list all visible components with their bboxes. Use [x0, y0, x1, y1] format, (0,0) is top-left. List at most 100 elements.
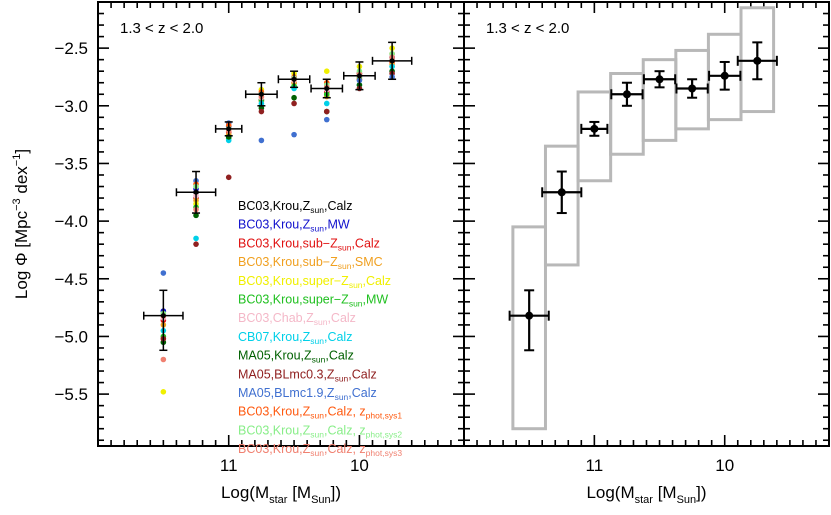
systematic-box [543, 144, 580, 267]
series-point [323, 116, 330, 123]
right-point [720, 71, 729, 80]
right-x-tick-label: 11 [586, 456, 604, 475]
right-x-axis-label-sub2: Sun [677, 494, 697, 506]
legend-entry-text: BC03,Krou,Z [238, 405, 311, 419]
legend-entry-subscript: phot,sys1 [366, 411, 403, 421]
systematic-boxes [511, 6, 776, 431]
left-point [226, 126, 232, 132]
legend-entry-text: ,Calz [348, 386, 376, 400]
legend-entry-text: BC03,Krou,super−Z [238, 274, 349, 288]
left-x-axis-label-mid: [M [287, 483, 311, 502]
legend-entry-text: z [359, 442, 365, 456]
systematic-box [511, 225, 547, 431]
legend-entry-subscript: sun [338, 261, 352, 271]
legend-entry-subscript: sun [310, 429, 324, 439]
series-point [291, 94, 297, 101]
right-y-ticks [464, 12, 829, 442]
legend-entry-text: ,MW [363, 293, 389, 307]
series-point [258, 137, 265, 144]
left-x-ticks: 11 10 [97, 2, 452, 475]
legend-entry-text: ,Calz [324, 330, 352, 344]
legend-entry: BC03,Krou,Zsun,Calz, zphot,sys2 [238, 423, 402, 439]
legend-entry: BC03,Krou,super−Zsun,MW [238, 293, 388, 309]
right-point [753, 56, 762, 65]
legend-entry-text: BC03,Krou,Z [238, 199, 311, 213]
legend-entry-text: ,Calz, [324, 423, 359, 437]
legend-entry-text: BC03,Chab,Z [238, 311, 314, 325]
legend-entry: MA05,BLmc1.9,Zsun,Calz [238, 386, 377, 402]
right-point [590, 124, 599, 133]
left-x-axis-label-end: ]) [331, 483, 341, 502]
legend-entry-text: ,Calz [327, 311, 355, 325]
legend-entry-subscript: sun [310, 224, 324, 234]
legend-entry-text: BC03,Krou,sub−Z [238, 255, 338, 269]
right-point [655, 75, 664, 84]
legend-entry: BC03,Krou,Zsun,Calz, zphot,sys3 [238, 442, 402, 458]
series-point [193, 212, 199, 219]
y-axis-label-sup2: −1 [11, 154, 23, 167]
series-point [291, 100, 297, 107]
y-tick-label: −4.0 [54, 212, 88, 231]
legend-entry-subscript: sun [314, 317, 328, 327]
left-point [356, 73, 362, 79]
right-measurements [508, 41, 778, 352]
right-panel: 1.3 < z < 2.0 11 10 Log(Mstar [MSun]) [463, 1, 830, 506]
legend-entry-subscript: sun [349, 299, 363, 309]
legend-entry-text: ,Calz [351, 236, 379, 250]
legend-entry-text: ,Calz [363, 274, 391, 288]
legend-entry-text: BC03,Krou,Z [238, 423, 311, 437]
y-tick-label: −5.0 [54, 327, 88, 346]
legend-entry-subscript: phot,sys3 [366, 448, 403, 458]
y-axis-label-end: ] [12, 149, 31, 154]
legend-entry-subscript: sun [310, 448, 324, 458]
y-tick-label: −3.5 [54, 154, 88, 173]
legend-entry: BC03,Chab,Zsun,Calz [238, 311, 356, 327]
legend-entry-subscript: sun [310, 205, 324, 215]
right-x-tick-label: 10 [715, 456, 734, 475]
series-point [323, 100, 330, 107]
legend-entry: BC03,Krou,Zsun,MW [238, 218, 350, 234]
legend-entry-text: ,SMC [351, 255, 382, 269]
y-tick-label: −4.5 [54, 270, 88, 289]
left-point [258, 91, 264, 97]
legend-entry-subscript: sun [310, 336, 324, 346]
series-point [160, 388, 167, 395]
systematic-box [739, 6, 776, 114]
series-point [160, 270, 167, 276]
right-x-axis-label-mid: [M [653, 483, 677, 502]
right-x-axis-label-end: ]) [696, 483, 706, 502]
y-axis-label-sup1: −3 [11, 198, 23, 211]
legend-entry: BC03,Krou,sub−Zsun,SMC [238, 255, 383, 271]
series-point [225, 174, 232, 181]
legend-entry-text: ,Calz [325, 349, 353, 363]
legend-entry-subscript: sun [335, 373, 349, 383]
left-x-axis-label-sub2: Sun [311, 494, 331, 506]
right-x-axis-label-sub1: star [635, 494, 654, 506]
right-x-axis-label-main: Log(M [586, 483, 634, 502]
series-point [258, 108, 265, 115]
series-point [323, 68, 330, 74]
y-tick-label: −2.5 [54, 39, 88, 58]
legend-entry-text: ,Calz [324, 199, 352, 213]
legend-entry-text: BC03,Krou,sub−Z [238, 236, 338, 250]
legend-entry-subscript: sun [349, 280, 363, 290]
left-x-tick-label: 10 [350, 456, 369, 475]
legend-entry-text: CB07,Krou,Z [238, 330, 311, 344]
legend-entry-subscript: phot,sys2 [366, 429, 403, 439]
legend-entry-text: ,Calz, [324, 405, 359, 419]
left-point [389, 58, 395, 64]
left-x-axis-label-sub1: star [269, 494, 288, 506]
legend-entry-text: z [359, 405, 365, 419]
left-measurements [143, 41, 413, 352]
right-point [557, 188, 566, 197]
legend-entry-subscript: sun [312, 355, 326, 365]
left-x-tick-label: 11 [220, 456, 238, 475]
left-y-ticks: −2.5 −3.0 −3.5 −4.0 −4.5 −5.0 −5.5 [54, 12, 464, 442]
legend-entry-text: BC03,Krou,Z [238, 218, 311, 232]
legend-entry-text: MA05,Krou,Z [238, 349, 312, 363]
right-x-axis-label: Log(Mstar [MSun]) [586, 483, 706, 506]
legend-entry-subscript: sun [338, 242, 352, 252]
y-tick-label: −3.0 [54, 97, 88, 116]
right-panel-title: 1.3 < z < 2.0 [486, 20, 569, 37]
